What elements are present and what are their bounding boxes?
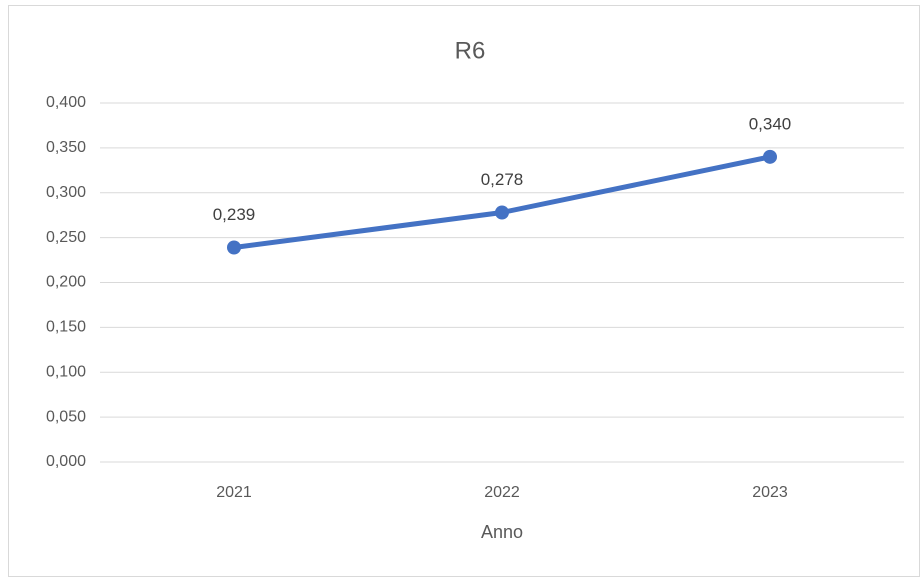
chart-border xyxy=(8,5,920,577)
data-point xyxy=(227,240,241,255)
data-label: 0,239 xyxy=(213,205,256,224)
data-point xyxy=(495,205,509,220)
x-tick-label: 2021 xyxy=(216,484,252,501)
x-tick-label: 2022 xyxy=(484,484,520,501)
y-tick-label: 0,300 xyxy=(46,184,86,201)
y-tick-label: 0,000 xyxy=(46,453,86,470)
y-tick-label: 0,100 xyxy=(46,363,86,380)
y-tick-label: 0,400 xyxy=(46,94,86,111)
data-point xyxy=(763,149,777,164)
chart-title: R6 xyxy=(455,37,486,64)
y-tick-label: 0,200 xyxy=(46,274,86,291)
data-label: 0,340 xyxy=(749,114,792,133)
x-axis-label: Anno xyxy=(481,522,523,542)
y-tick-label: 0,150 xyxy=(46,319,86,336)
y-tick-label: 0,250 xyxy=(46,229,86,246)
y-tick-label: 0,050 xyxy=(46,408,86,425)
y-tick-label: 0,350 xyxy=(46,139,86,156)
data-label: 0,278 xyxy=(481,170,524,189)
x-tick-label: 2023 xyxy=(752,484,788,501)
